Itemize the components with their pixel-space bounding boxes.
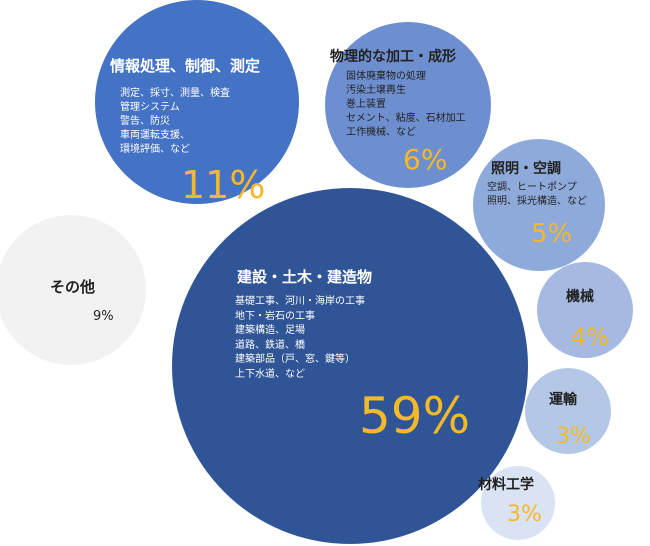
bubble <box>537 262 633 358</box>
bubble <box>325 22 491 188</box>
bubble-item: 建築構造、足場 <box>235 325 305 336</box>
bubble-title: 物理的な加工・成形 <box>330 49 456 65</box>
bubble-title: 情報処理、制御、測定 <box>110 57 261 75</box>
bubble <box>172 188 528 544</box>
bubble-item: 環境評価、など <box>120 144 190 155</box>
bubble-title: 材料工学 <box>478 477 534 493</box>
bubble-title: 機械 <box>566 289 594 305</box>
bubble-item: 地下・岩石の工事 <box>235 310 315 322</box>
bubble-item: 工作機械、など <box>346 127 416 138</box>
bubble-title: 運輸 <box>549 392 577 408</box>
bubble-item: 建築部品（戸、窓、鍵等） <box>235 354 355 365</box>
bubble-title: 照明・空調 <box>491 161 561 177</box>
bubble <box>473 139 605 271</box>
bubble-item: 車両運転支援、 <box>120 130 190 141</box>
bubble-item: セメント、粘度、石材加工 <box>346 113 466 124</box>
bubble-title: その他 <box>50 278 96 296</box>
bubble-percent-label: 6% <box>403 143 448 176</box>
bubble-percent-label: 3% <box>556 424 591 449</box>
bubble-item: 空調、ヒートポンプ <box>487 182 577 193</box>
bubble-item: 汚染土壌再生 <box>346 85 406 96</box>
bubble-item-list: 測定、採寸、測量、検査 管理システム 警告、防災車両運転支援、 環境評価、など <box>120 87 230 157</box>
bubble-percent-label: 11% <box>181 163 266 207</box>
bubble-percent-label: 4% <box>571 323 610 351</box>
bubble-item: 巻上装置 <box>346 99 386 110</box>
bubble-item: 道路、鉄道、橋 <box>235 339 305 351</box>
bubble-item: 固体廃棄物の処理 <box>346 71 426 82</box>
bubble-percent-label: 9% <box>93 309 114 324</box>
bubble-item-list: 空調、ヒートポンプ 照明、採光構造、など <box>487 181 587 209</box>
bubble-item-list: 固体廃棄物の処理 汚染土壌再生 巻上装置セメント、粘度、石材加工 工作機械、など <box>346 70 466 140</box>
bubble-item-list: 基礎工事、河川・海岸の工事 地下・岩石の工事 建築構造、足場 道路、鉄道、橋建築部品（… <box>235 295 365 382</box>
bubble-percent-label: 59% <box>359 387 471 445</box>
bubble <box>481 466 555 540</box>
bubble-title: 建設・土木・建造物 <box>237 268 373 286</box>
bubble-item: 基礎工事、河川・海岸の工事 <box>235 296 365 307</box>
bubble <box>525 368 611 454</box>
bubble-item: 管理システム <box>120 102 180 113</box>
bubble <box>0 215 146 365</box>
bubble-item: 上下水道、など <box>235 368 305 380</box>
bubble-item: 照明、採光構造、など <box>487 196 587 207</box>
bubble-percent-label: 3% <box>507 502 542 527</box>
bubble-item: 測定、採寸、測量、検査 <box>120 88 230 99</box>
bubble-item: 警告、防災 <box>120 116 170 127</box>
bubble <box>95 0 299 204</box>
bubble-percent-label: 5% <box>531 219 573 249</box>
